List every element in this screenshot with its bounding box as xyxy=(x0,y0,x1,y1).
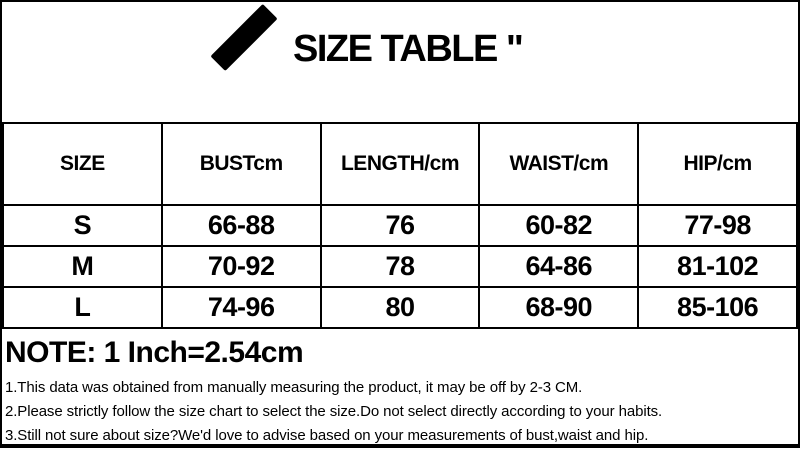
cell-bust: 66-88 xyxy=(160,204,322,247)
table-row-m: M 70-92 78 64-86 81-102 xyxy=(2,245,798,288)
cell-waist: 60-82 xyxy=(478,204,640,247)
table-header-row: SIZE BUSTcm LENGTH/cm WAIST/cm HIP/cm xyxy=(2,122,798,206)
cell-waist: 68-90 xyxy=(478,286,640,329)
cell-length: 80 xyxy=(319,286,481,329)
header-band: SIZE TABLE " xyxy=(2,2,798,122)
column-header-size: SIZE xyxy=(2,122,163,206)
note-line-1: 1.This data was obtained from manually m… xyxy=(5,379,583,396)
cell-size: M xyxy=(2,245,163,288)
column-header-length: LENGTH/cm xyxy=(319,122,481,206)
cell-bust: 70-92 xyxy=(160,245,322,288)
column-header-waist: WAIST/cm xyxy=(478,122,640,206)
table-row-s: S 66-88 76 60-82 77-98 xyxy=(2,204,798,247)
note-line-3: 3.Still not sure about size?We'd love to… xyxy=(5,427,649,444)
page-title: SIZE TABLE " xyxy=(293,28,524,70)
note-line-2: 2.Please strictly follow the size chart … xyxy=(5,403,663,420)
notes-section: NOTE: 1 Inch=2.54cm 1.This data was obta… xyxy=(2,329,798,448)
column-header-hip: HIP/cm xyxy=(637,122,798,206)
column-header-bust: BUSTcm xyxy=(160,122,322,206)
brush-stroke-icon xyxy=(210,3,278,72)
cell-waist: 64-86 xyxy=(478,245,640,288)
size-table: SIZE BUSTcm LENGTH/cm WAIST/cm HIP/cm S … xyxy=(2,122,798,329)
cell-bust: 74-96 xyxy=(160,286,322,329)
cell-hip: 77-98 xyxy=(637,204,798,247)
cell-hip: 81-102 xyxy=(637,245,798,288)
cell-length: 78 xyxy=(319,245,481,288)
cell-size: S xyxy=(2,204,163,247)
cell-size: L xyxy=(2,286,163,329)
cell-hip: 85-106 xyxy=(637,286,798,329)
table-row-l: L 74-96 80 68-90 85-106 xyxy=(2,286,798,329)
cell-length: 76 xyxy=(319,204,481,247)
note-heading: NOTE: 1 Inch=2.54cm xyxy=(5,336,304,369)
